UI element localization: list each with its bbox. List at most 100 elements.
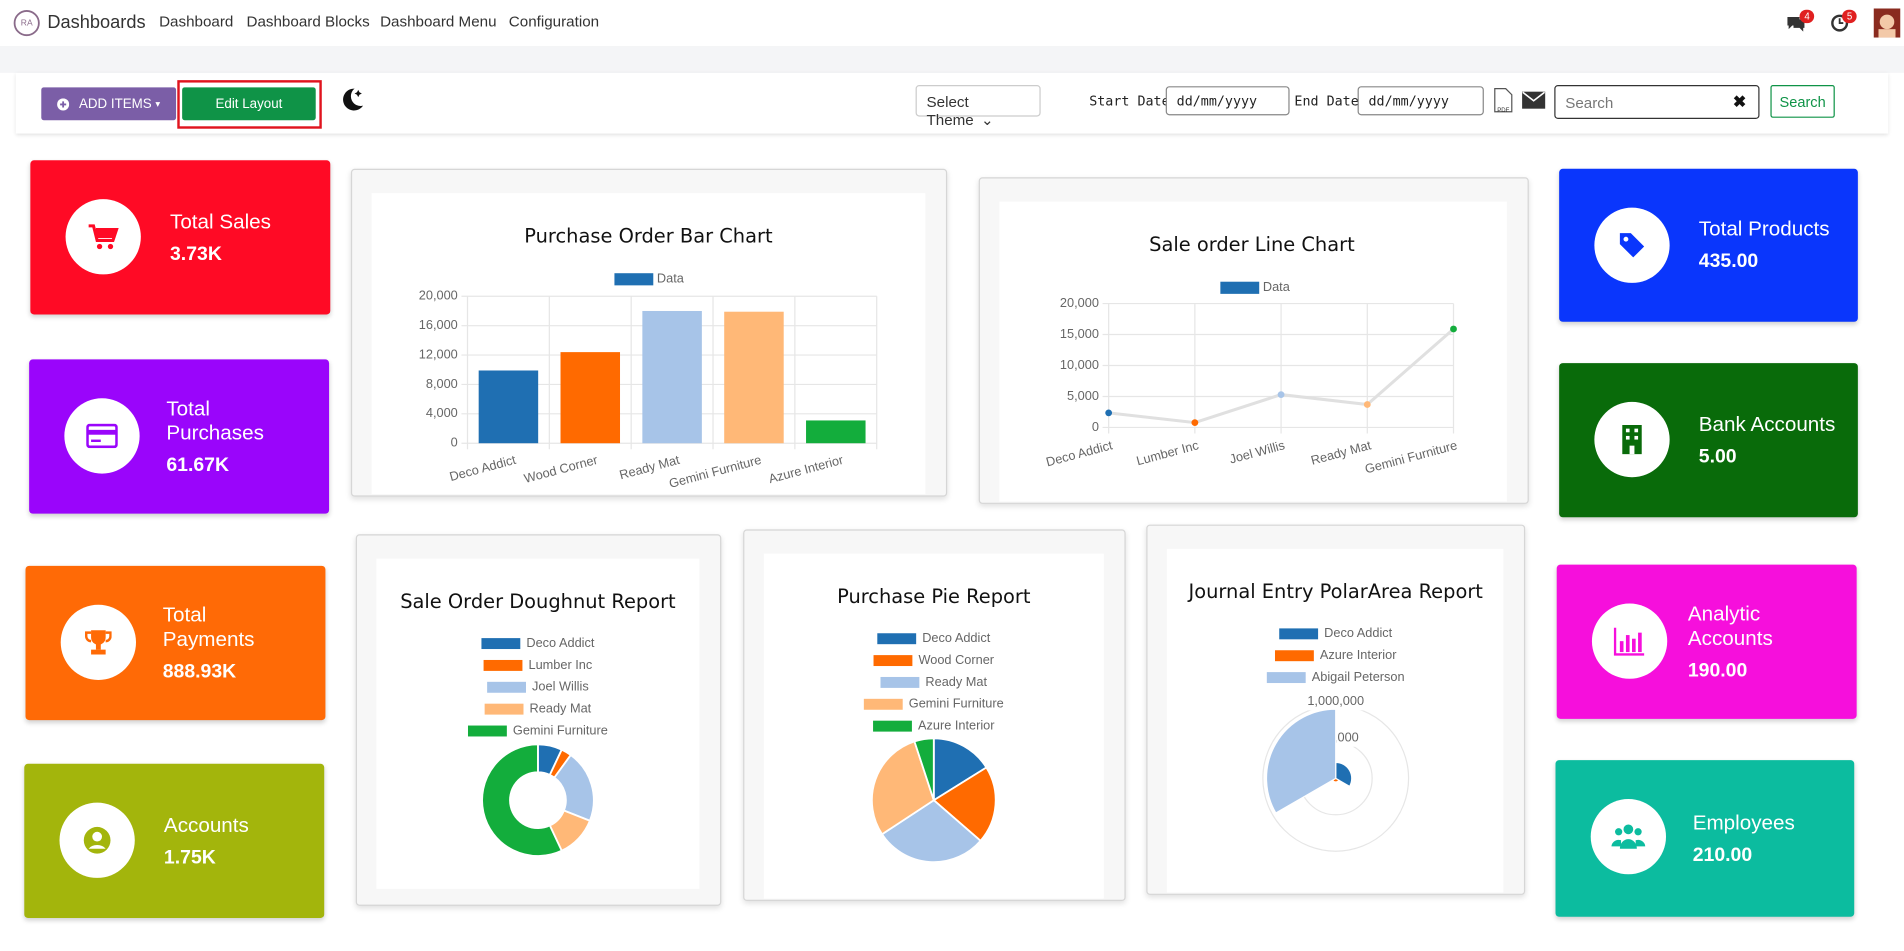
end-date-input[interactable]: dd/mm/yyyy (1357, 86, 1484, 116)
start-date-input[interactable]: dd/mm/yyyy (1165, 86, 1290, 116)
bar (806, 420, 866, 444)
tile[interactable]: Total Payments 888.93K (25, 565, 326, 721)
y-tick-label: 0 (451, 435, 458, 450)
tick-backdrop (1304, 693, 1367, 711)
tile-title: Bank Accounts (1698, 412, 1836, 436)
legend-swatch (481, 638, 521, 650)
menu-item[interactable]: Dashboard Blocks (246, 13, 370, 31)
tile-body: Total Products 435.00 (1699, 169, 1830, 322)
legend-label: Deco Addict (922, 630, 990, 645)
x-tick-label: Gemini Furniture (1363, 437, 1459, 476)
legend-label: Azure Interior (1320, 647, 1397, 662)
bar (642, 310, 702, 444)
legend-label: Deco Addict (526, 635, 594, 650)
search-input[interactable]: Search ✖ (1554, 85, 1760, 120)
placeholder: dd/mm/yyyy (1368, 93, 1449, 110)
brand-logo[interactable]: RA (12, 9, 41, 38)
tile[interactable]: Employees 210.00 (1555, 760, 1855, 917)
point (1191, 419, 1199, 426)
tile[interactable]: Bank Accounts 5.00 (1559, 363, 1858, 518)
avatar[interactable] (1873, 8, 1901, 38)
bar (478, 370, 539, 444)
email-button[interactable] (1522, 91, 1546, 109)
point (1277, 391, 1285, 399)
search-button[interactable]: Search (1770, 85, 1835, 118)
pie-chart: Purchase Pie Report Deco Addict Wood Corne… (763, 553, 1104, 899)
legend-swatch (1220, 281, 1260, 294)
placeholder: dd/mm/yyyy (1176, 93, 1258, 110)
legend-swatch (484, 703, 524, 715)
tile[interactable]: Total Sales 3.73K (30, 160, 331, 315)
menu-item[interactable]: Configuration (508, 13, 600, 31)
y-tick-label: 16,000 (419, 317, 458, 332)
tile[interactable]: Analytic Accounts 190.00 (1556, 564, 1857, 719)
legend-label: Abigail Peterson (1312, 669, 1405, 684)
tile-icon (60, 604, 137, 681)
y-tick-label: 8,000 (426, 376, 458, 391)
tile[interactable]: Total Purchases 61.67K (29, 359, 330, 514)
tile-title: Analytic Accounts (1687, 601, 1773, 650)
tile-title: Accounts (163, 812, 249, 837)
legend-swatch (863, 698, 903, 710)
menu-item[interactable]: Dashboard (159, 13, 234, 31)
tile-icon (59, 802, 135, 878)
pie-slice (870, 740, 935, 836)
chart-title: Purchase Order Bar Chart (524, 224, 773, 247)
message-badge: 4 (1799, 9, 1815, 24)
tile[interactable]: Accounts 1.75K (24, 763, 325, 919)
tile-title: Total Products (1698, 217, 1830, 241)
pie-slice (913, 737, 935, 801)
legend-label: Gemini Furniture (909, 696, 1004, 711)
tile-value: 61.67K (166, 454, 230, 476)
tile[interactable]: Total Products 435.00 (1559, 168, 1858, 322)
caret: ▾ (155, 98, 161, 110)
chart-title: Purchase Pie Report (837, 585, 1031, 608)
bar-chart: Purchase Order Bar Chart Data 0 4,000 8,000 1… (371, 193, 926, 495)
legend-swatch (873, 655, 913, 667)
tile-value: 210.00 (1692, 844, 1753, 866)
y-tick-label: 20,000 (1060, 295, 1099, 310)
legend-label: Wood Corner (918, 652, 994, 667)
tile-icon (1594, 401, 1670, 478)
pdf-button[interactable]: PDF (1492, 87, 1514, 116)
tile-icon (1594, 207, 1670, 283)
svg-text:RA: RA (21, 17, 33, 27)
x-tick-label: Lumber Inc (1135, 437, 1201, 468)
chevron: ⌄ (981, 111, 994, 129)
x-tick-label: Gemini Furniture (667, 452, 763, 491)
chart-title: Sale order Line Chart (1149, 233, 1355, 256)
navbar: RA Dashboards Dashboard Dashboard Blocks… (0, 0, 1904, 48)
activity-icon[interactable] (1830, 13, 1849, 32)
tile-value: 1.75K (163, 846, 216, 868)
tile-title: Employees (1692, 810, 1795, 834)
line-chart: Sale order Line Chart Data 0 5,000 10,000 15,… (999, 201, 1507, 502)
x-tick-label: Deco Addict (1044, 437, 1114, 469)
select-label: Select Theme (926, 93, 974, 129)
cart-icon (88, 224, 119, 250)
chart-card: Sale order Line Chart Data 0 5,000 10,000 15,… (978, 177, 1529, 504)
tile-body: Total Payments 888.93K (163, 566, 272, 720)
polar-segment (1335, 761, 1353, 788)
button-label: ADD ITEMS (78, 96, 152, 112)
activity-badge: 5 (1842, 9, 1858, 24)
y-tick-label: 4,000 (426, 405, 458, 420)
add-items-button[interactable]: ADD ITEMS ▾ (41, 87, 177, 121)
y-tick-label: 20,000 (419, 288, 458, 303)
theme-select[interactable]: Select Theme ⌄ (915, 85, 1041, 129)
tile-body: Bank Accounts 5.00 (1699, 363, 1836, 517)
legend-swatch (483, 659, 523, 671)
trophy-icon (85, 630, 112, 655)
plus-icon (57, 97, 70, 110)
dark-mode-toggle[interactable] (338, 85, 367, 114)
tile-title: Total Payments (162, 602, 255, 651)
edit-layout-button[interactable]: Edit Layout (182, 87, 316, 121)
start-date-label: Start Date: (1089, 93, 1178, 110)
point (1105, 409, 1113, 417)
r-tick-label: 1,000,000 (1307, 693, 1364, 708)
legend-label: Data (1263, 279, 1291, 294)
card-icon (86, 423, 118, 449)
menu-item[interactable]: Dashboard Menu (380, 13, 497, 31)
clear-icon[interactable]: ✖ (1732, 92, 1747, 111)
brand[interactable]: Dashboards (47, 12, 146, 33)
